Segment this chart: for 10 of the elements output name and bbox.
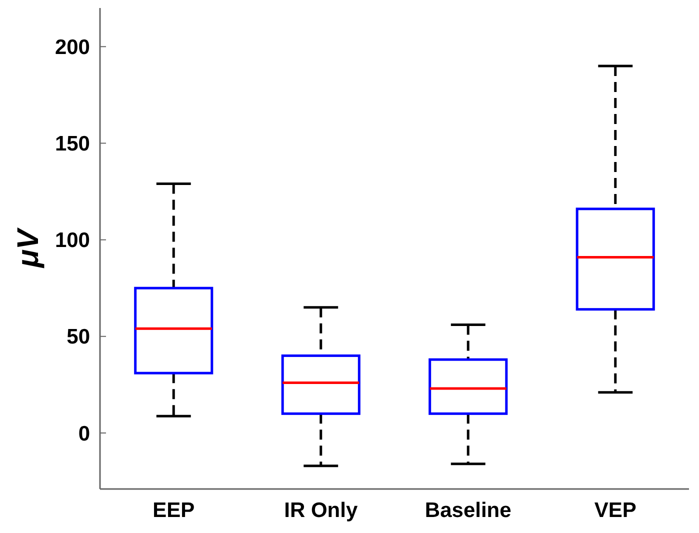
x-tick-label: IR Only: [284, 499, 358, 522]
y-tick-label: 50: [66, 326, 90, 349]
y-tick-label: 100: [54, 229, 90, 252]
y-tick-label: 0: [78, 422, 90, 446]
x-tick-label: EEP: [152, 499, 195, 522]
y-tick-label: 200: [54, 36, 90, 59]
x-tick-label: Baseline: [424, 499, 512, 522]
y-axis-title: μV: [12, 226, 45, 269]
y-tick-label: 150: [54, 132, 90, 156]
x-tick-label: VEP: [594, 499, 636, 522]
